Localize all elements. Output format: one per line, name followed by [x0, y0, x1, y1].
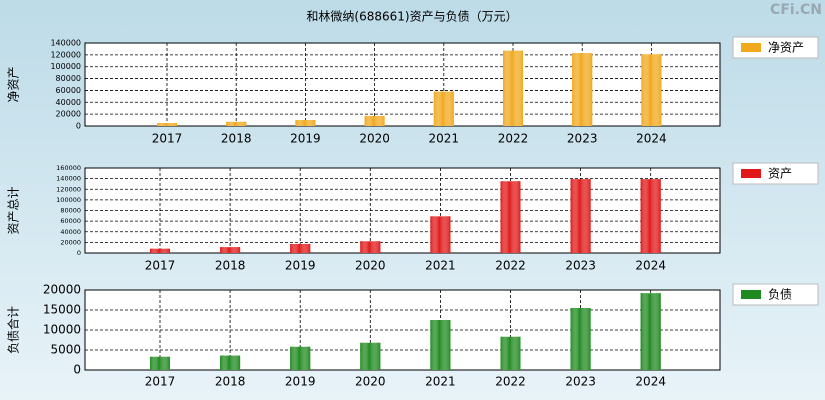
bar: [150, 248, 170, 253]
legend-box: [732, 162, 819, 185]
bar: [295, 120, 316, 126]
x-tick-label: 2021: [429, 132, 460, 146]
bar: [226, 121, 247, 126]
bar: [500, 336, 521, 370]
y-axis-title: 净资产: [7, 66, 21, 102]
bar: [150, 356, 170, 370]
bar: [430, 320, 451, 370]
legend-label: 资产: [768, 167, 792, 181]
bar: [503, 50, 523, 127]
x-tick-label: 2023: [565, 375, 596, 389]
y-tick-label: 20000: [43, 283, 81, 297]
bar: [640, 293, 661, 370]
x-tick-label: 2020: [359, 132, 390, 146]
y-tick-label: 100000: [50, 62, 81, 71]
y-tick-label: 40000: [60, 228, 81, 236]
bar: [290, 346, 311, 370]
y-tick-label: 0: [76, 122, 81, 131]
x-tick-label: 2017: [145, 375, 176, 389]
y-tick-label: 140000: [50, 39, 81, 48]
x-tick-label: 2018: [215, 375, 246, 389]
y-tick-label: 20000: [60, 238, 81, 246]
x-tick-label: 2021: [425, 375, 456, 389]
bar: [157, 123, 177, 126]
x-tick-label: 2019: [290, 132, 321, 146]
x-tick-label: 2023: [565, 259, 596, 273]
bar: [572, 53, 593, 127]
y-tick-label: 60000: [56, 86, 81, 95]
bar: [290, 243, 311, 253]
x-tick-label: 2023: [567, 132, 598, 146]
x-tick-label: 2017: [152, 132, 183, 146]
x-tick-label: 2020: [355, 375, 386, 389]
bar: [430, 216, 451, 253]
y-tick-label: 5000: [50, 343, 81, 357]
bar: [570, 179, 591, 253]
legend-label: 负债: [768, 288, 792, 302]
bar: [641, 54, 662, 127]
x-tick-label: 2022: [498, 132, 529, 146]
legend-swatch: [741, 43, 761, 52]
y-tick-label: 80000: [60, 207, 81, 215]
y-axis-title: 资产总计: [7, 186, 21, 234]
y-tick-label: 140000: [56, 175, 81, 183]
x-tick-label: 2024: [635, 375, 666, 389]
x-tick-label: 2021: [425, 259, 456, 273]
bar: [640, 179, 661, 253]
y-tick-label: 0: [73, 363, 81, 377]
bar: [500, 181, 521, 253]
bar: [433, 91, 454, 126]
x-tick-label: 2017: [145, 259, 176, 273]
chart-title: 和林微纳(688661)资产与负债（万元）: [306, 10, 517, 24]
y-tick-label: 80000: [56, 74, 81, 83]
y-tick-label: 120000: [56, 185, 81, 193]
y-tick-label: 60000: [60, 217, 81, 225]
bar: [364, 115, 385, 126]
x-tick-label: 2018: [221, 132, 252, 146]
x-tick-label: 2024: [636, 132, 667, 146]
y-tick-label: 15000: [43, 303, 81, 317]
bar: [570, 308, 591, 370]
bar: [360, 241, 381, 253]
y-tick-label: 160000: [56, 164, 81, 172]
legend-box: [732, 36, 819, 59]
bar: [220, 355, 241, 370]
y-tick-label: 0: [77, 249, 81, 257]
y-tick-label: 100000: [56, 196, 81, 204]
x-tick-label: 2018: [215, 259, 246, 273]
bar: [360, 342, 381, 370]
legend-swatch: [741, 169, 761, 178]
x-tick-label: 2019: [285, 375, 316, 389]
y-tick-label: 120000: [50, 50, 81, 59]
y-tick-label: 10000: [43, 323, 81, 337]
x-tick-label: 2020: [355, 259, 386, 273]
x-tick-label: 2022: [495, 375, 526, 389]
x-tick-label: 2019: [285, 259, 316, 273]
x-tick-label: 2022: [495, 259, 526, 273]
y-axis-title: 负债合计: [6, 306, 21, 354]
legend-box: [732, 283, 819, 306]
x-tick-label: 2024: [635, 259, 666, 273]
bar: [220, 247, 241, 253]
y-tick-label: 20000: [56, 110, 81, 119]
watermark: CFi.CN: [770, 2, 822, 18]
legend-swatch: [741, 290, 761, 299]
plot-area: [84, 42, 721, 127]
y-tick-label: 40000: [56, 98, 81, 107]
legend-label: 净资产: [768, 41, 804, 55]
